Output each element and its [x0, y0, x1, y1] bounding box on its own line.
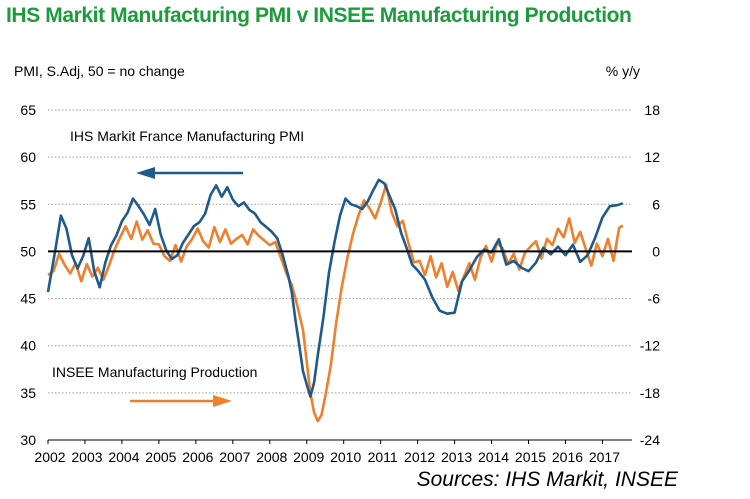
x-tick-label: 2004 [108, 449, 139, 465]
x-tick-label: 2010 [330, 449, 361, 465]
x-tick-label: 2002 [34, 449, 65, 465]
pmi-annotation-label: IHS Markit France Manufacturing PMI [70, 128, 304, 144]
x-tick-label: 2009 [293, 449, 324, 465]
right-axis-ticks: -24 -18 -12 -6 0 6 12 18 [640, 102, 660, 448]
x-tick-label: 2005 [145, 449, 176, 465]
pmi-series-line [46, 178, 624, 398]
gridlines [48, 109, 632, 441]
left-tick-label: 40 [20, 338, 36, 354]
sources-note: Sources: IHS Markit, INSEE [416, 468, 678, 491]
right-tick-label: 0 [652, 243, 660, 259]
left-tick-label: 45 [20, 291, 36, 307]
left-tick-label: 30 [20, 432, 36, 448]
series-lines [46, 178, 632, 423]
x-tick-label: 2003 [71, 449, 102, 465]
left-axis-ticks: 30 35 40 45 50 55 60 65 [20, 102, 36, 448]
x-tick-label: 2016 [552, 449, 583, 465]
x-tick-label: 2008 [256, 449, 287, 465]
left-tick-label: 55 [20, 196, 36, 212]
left-axis-label: PMI, S.Adj, 50 = no change [14, 63, 185, 79]
production-annotation-arrowhead [213, 395, 232, 407]
x-tick-label: 2014 [478, 449, 509, 465]
chart-title: IHS Markit Manufacturing PMI v INSEE Man… [6, 4, 632, 27]
x-tick-label: 2017 [589, 449, 620, 465]
right-tick-label: -6 [648, 291, 661, 307]
left-tick-label: 60 [20, 149, 36, 165]
left-tick-label: 50 [20, 243, 36, 259]
right-axis-label: % y/y [605, 63, 640, 79]
left-tick-label: 35 [20, 385, 36, 401]
annotations: IHS Markit France Manufacturing PMI INSE… [52, 128, 304, 407]
production-series-line [47, 183, 624, 423]
production-annotation-label: INSEE Manufacturing Production [52, 364, 257, 380]
left-tick-label: 65 [20, 102, 36, 118]
right-tick-label: -12 [640, 338, 660, 354]
right-tick-label: 12 [644, 149, 660, 165]
right-tick-label: -24 [640, 432, 660, 448]
x-tick-label: 2015 [515, 449, 546, 465]
right-tick-label: 6 [652, 196, 660, 212]
right-tick-label: -18 [640, 385, 660, 401]
x-tick-label: 2006 [182, 449, 213, 465]
x-axis-ticks: 2002 2003 2004 2005 2006 2007 2008 2009 2010 2011… [34, 440, 620, 465]
pmi-annotation-arrowhead [136, 167, 155, 179]
x-tick-label: 2011 [368, 449, 398, 465]
x-tick-label: 2013 [441, 449, 472, 465]
right-tick-label: 18 [644, 102, 660, 118]
x-tick-label: 2007 [219, 449, 250, 465]
x-tick-label: 2012 [404, 449, 435, 465]
